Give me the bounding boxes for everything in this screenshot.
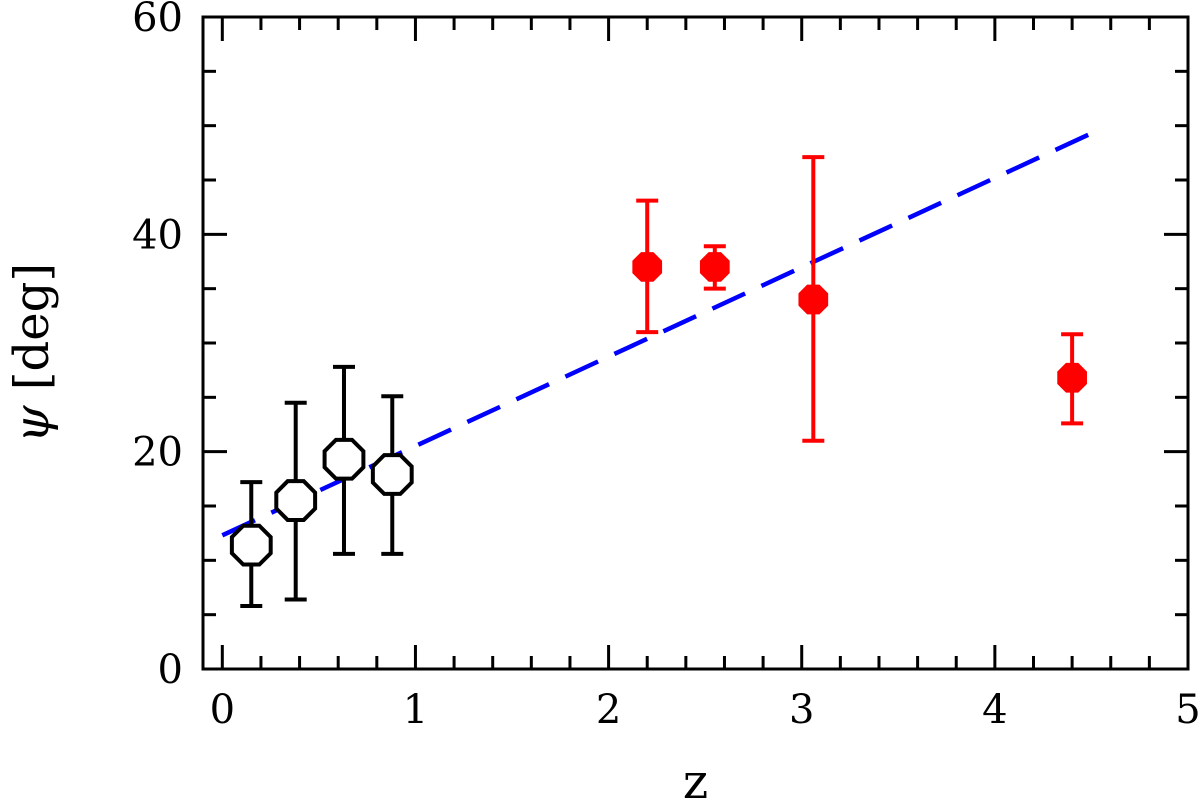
major-ticks [203,15,1190,671]
tick-labels: 0 1 2 3 4 5 0 20 40 60 [132,0,1200,733]
y-tick-label: 40 [132,212,183,258]
x-tick-label: 0 [210,687,235,733]
plot-frame [201,15,1190,671]
data-point-filled [699,244,730,291]
marker-open-octagon [229,523,273,567]
minor-ticks [203,17,1188,669]
marker-filled-octagon [1057,362,1087,393]
y-tick-label: 60 [132,0,183,41]
data-point-filled [632,198,663,335]
data-point-open [322,364,366,556]
y-axis-label-symbol: ψ [4,404,60,443]
marker-filled-octagon [798,284,829,315]
data-point-open [229,480,273,608]
x-tick-label: 2 [596,687,621,733]
y-tick-label: 0 [158,647,183,693]
data-point-filled [1057,332,1087,426]
marker-open-octagon [274,479,318,522]
data-point-open [274,400,318,602]
y-axis-label: ψ [deg] [4,263,60,443]
x-tick-label: 5 [1175,687,1200,733]
x-axis-label: z [683,754,708,804]
series-group [229,155,1087,608]
data-point-open [370,394,414,556]
marker-open-octagon [370,453,414,496]
marker-filled-octagon [632,252,663,282]
x-tick-label: 1 [403,687,428,733]
data-point-filled [798,155,829,443]
marker-open-octagon [322,437,366,481]
x-tick-label: 4 [982,687,1007,733]
y-tick-label: 20 [132,430,183,476]
y-axis-label-unit: [deg] [4,263,60,390]
x-tick-label: 3 [789,687,814,733]
marker-filled-octagon [699,252,730,282]
